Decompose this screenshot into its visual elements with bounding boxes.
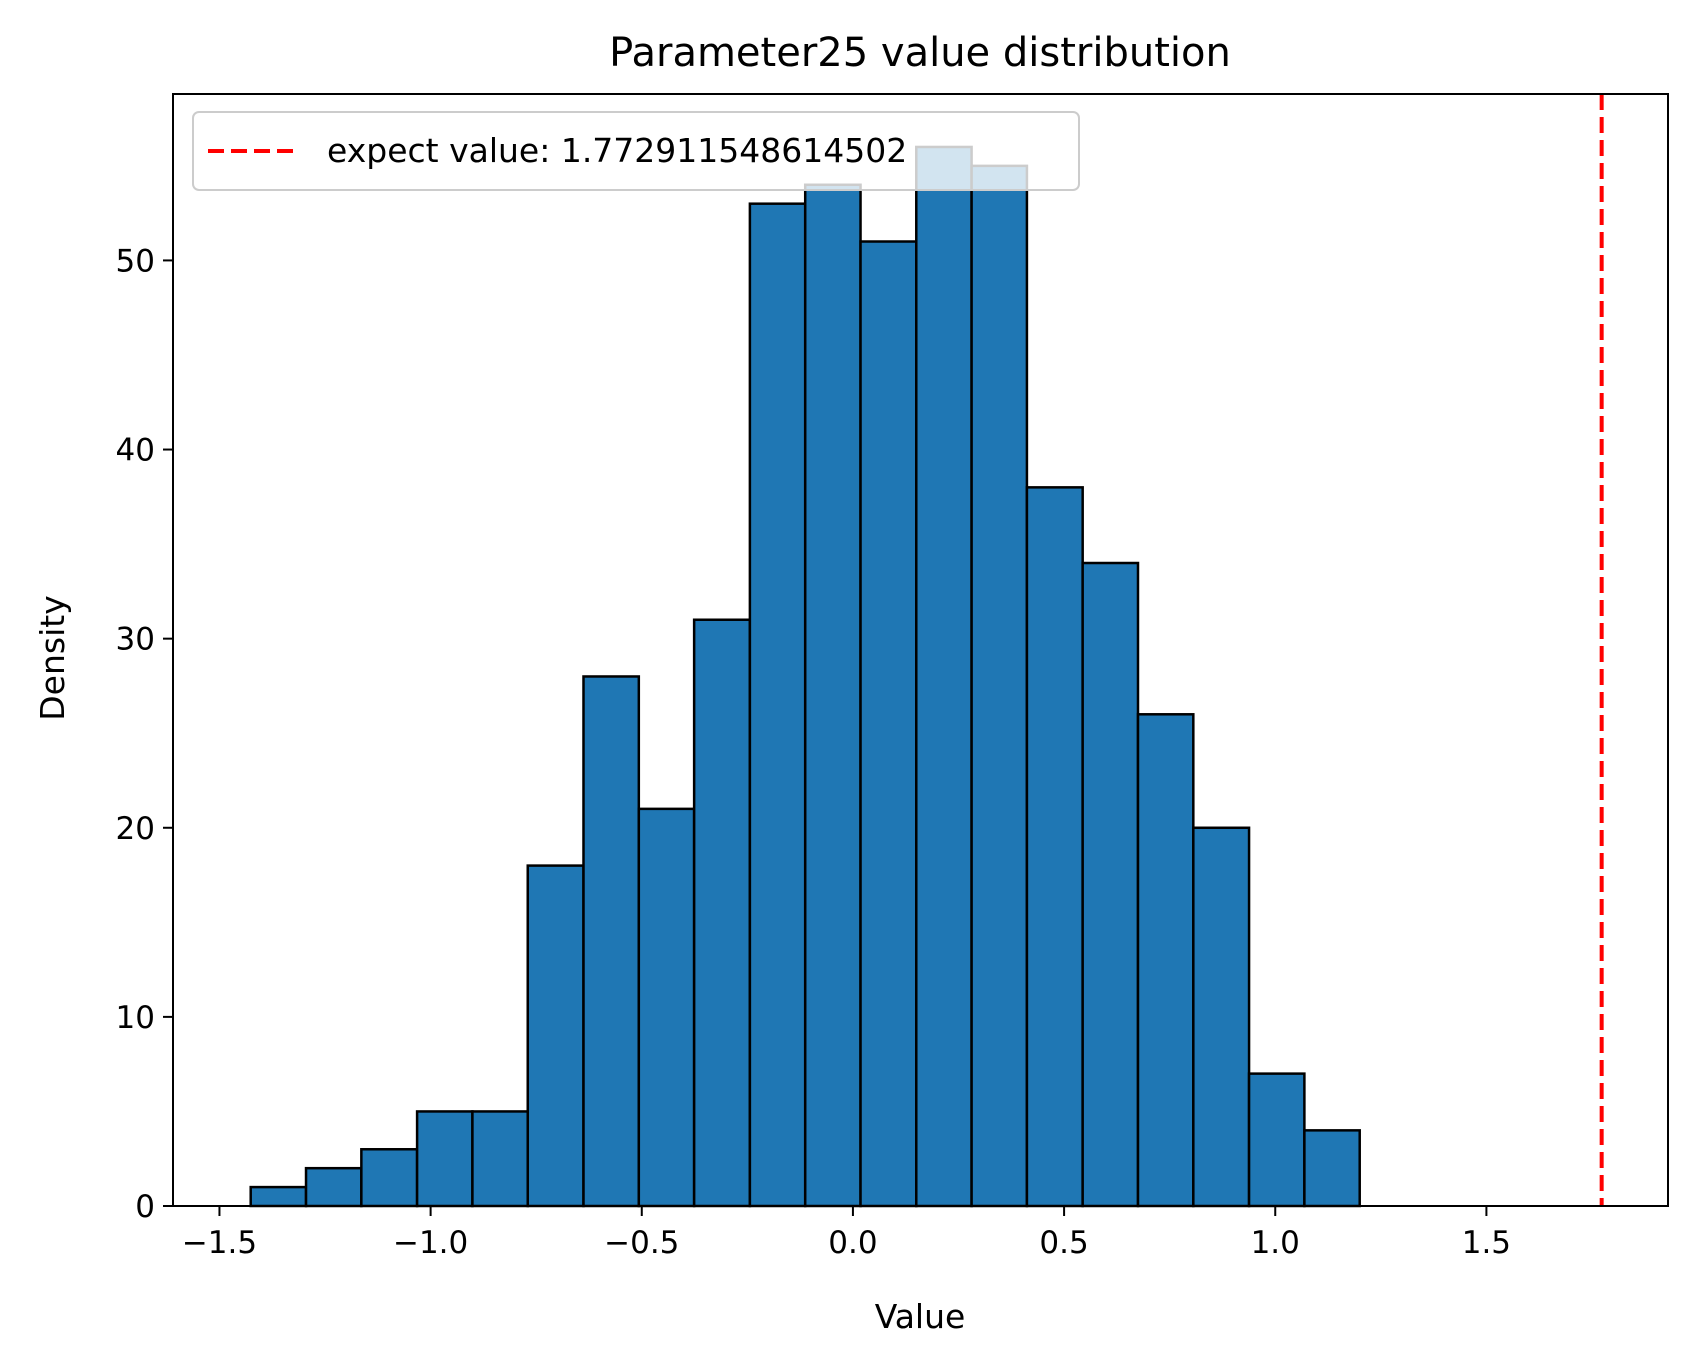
x-tick-label: 0.5 — [1039, 1225, 1088, 1261]
histogram-bar — [1025, 486, 1084, 1208]
x-tick-label: −1.0 — [393, 1225, 468, 1261]
x-tick-label: 0.0 — [828, 1225, 877, 1261]
x-tick-label: −0.5 — [604, 1225, 679, 1261]
histogram-bar — [1136, 713, 1195, 1208]
histogram-bar — [1192, 826, 1251, 1208]
histogram-bar — [970, 164, 1029, 1208]
histogram-bar — [526, 864, 585, 1208]
bars-group — [249, 145, 1361, 1208]
histogram-bar — [859, 240, 918, 1208]
histogram-bar — [692, 618, 752, 1208]
axes-frame — [172, 93, 1669, 1207]
histogram-bar — [471, 1110, 529, 1208]
legend: expect value: 1.772911548614502 — [192, 111, 1080, 191]
histogram-bar — [415, 1110, 474, 1208]
histogram-bar — [1247, 1072, 1306, 1208]
legend-box — [192, 111, 1080, 191]
x-tick-label: 1.5 — [1462, 1225, 1511, 1261]
histogram-bar — [249, 1185, 308, 1208]
histogram-bar — [637, 807, 696, 1208]
y-tick-label: 50 — [116, 243, 155, 279]
histogram-bar — [803, 183, 862, 1208]
x-axis-label: Value — [875, 1297, 966, 1336]
y-axis-ticks: 0 10 20 30 40 50 — [116, 243, 173, 1225]
y-tick-label: 20 — [116, 811, 155, 847]
y-tick-label: 40 — [116, 433, 155, 469]
histogram-bar — [360, 1148, 419, 1208]
y-tick-label: 10 — [116, 1000, 155, 1036]
histogram-bar — [1081, 561, 1140, 1208]
histogram-bar — [748, 202, 807, 1208]
y-axis-label: Density — [33, 595, 72, 720]
histogram-bar — [915, 145, 973, 1208]
y-tick-label: 30 — [116, 622, 155, 658]
histogram-bar — [1303, 1129, 1361, 1208]
x-axis-ticks: −1.5 −1.0 −0.5 0.0 0.5 1.0 1.5 — [182, 1206, 1511, 1261]
chart-title: Parameter25 value distribution — [609, 30, 1231, 76]
x-tick-label: 1.0 — [1251, 1225, 1300, 1261]
histogram-bar — [304, 1166, 363, 1208]
x-tick-label: −1.5 — [182, 1225, 257, 1261]
legend-label: expect value: 1.772911548614502 — [327, 131, 907, 170]
y-tick-label: 0 — [135, 1189, 155, 1225]
histogram-bar — [582, 675, 641, 1208]
